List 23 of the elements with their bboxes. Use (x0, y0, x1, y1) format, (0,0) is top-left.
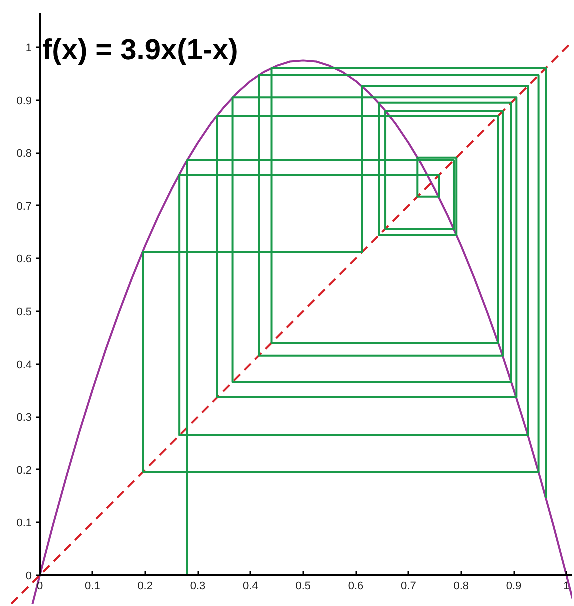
x-tick-label: 0.2 (138, 580, 153, 592)
y-tick-label: 0.7 (16, 200, 32, 213)
y-tick-label: 0.1 (16, 518, 32, 530)
y-tick-label: 0.5 (16, 306, 32, 318)
x-tick-label: 0.1 (85, 580, 100, 592)
x-tick-label: 0.3 (190, 580, 206, 592)
y-tick-label: 0 (26, 570, 32, 582)
x-tick-label: 0.6 (348, 580, 364, 592)
text: f(x) = 3.9x(1-x) (42, 34, 238, 66)
x-tick-label: 0 (36, 580, 44, 592)
y-tick-label: 0.2 (16, 464, 32, 477)
y-tick-label: 1 (26, 42, 32, 54)
y-tick-label: 0.3 (16, 412, 32, 424)
y-tick-label: 0.9 (16, 95, 32, 108)
y-tick-label: 0.6 (16, 254, 32, 266)
x-tick-label: 0.4 (243, 580, 258, 592)
y-tick-label: 0.4 (16, 359, 32, 372)
y-tick-label: 0.8 (16, 148, 32, 160)
line-series (142, 67, 548, 576)
x-tick-label: 0.7 (401, 580, 416, 592)
x-tick-label: 0.5 (296, 580, 312, 592)
x-tick-label: 0.8 (454, 580, 470, 592)
x-tick-label: 0.9 (506, 580, 522, 592)
